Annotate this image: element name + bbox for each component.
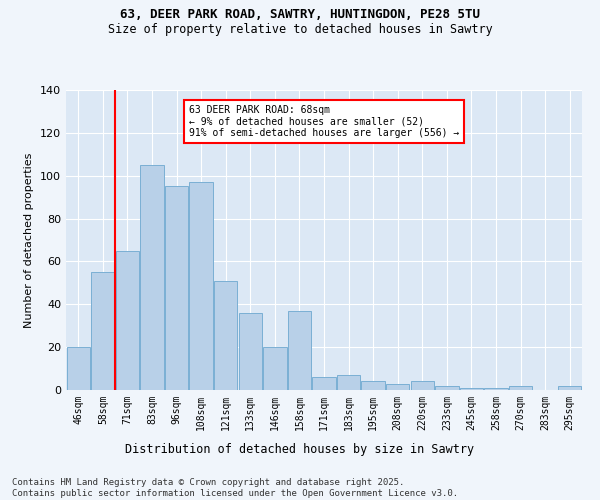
Bar — [361, 382, 385, 390]
Bar — [558, 386, 581, 390]
Bar — [190, 182, 213, 390]
Bar — [313, 377, 335, 390]
Text: Distribution of detached houses by size in Sawtry: Distribution of detached houses by size … — [125, 442, 475, 456]
Bar — [484, 388, 508, 390]
Bar — [67, 347, 90, 390]
Bar — [214, 280, 238, 390]
Bar — [386, 384, 409, 390]
Bar — [337, 375, 360, 390]
Bar — [116, 250, 139, 390]
Bar — [460, 388, 483, 390]
Y-axis label: Number of detached properties: Number of detached properties — [25, 152, 34, 328]
Text: Size of property relative to detached houses in Sawtry: Size of property relative to detached ho… — [107, 22, 493, 36]
Text: Contains HM Land Registry data © Crown copyright and database right 2025.
Contai: Contains HM Land Registry data © Crown c… — [12, 478, 458, 498]
Bar — [263, 347, 287, 390]
Bar — [239, 313, 262, 390]
Bar — [288, 310, 311, 390]
Bar — [509, 386, 532, 390]
Text: 63, DEER PARK ROAD, SAWTRY, HUNTINGDON, PE28 5TU: 63, DEER PARK ROAD, SAWTRY, HUNTINGDON, … — [120, 8, 480, 20]
Bar — [91, 272, 115, 390]
Text: 63 DEER PARK ROAD: 68sqm
← 9% of detached houses are smaller (52)
91% of semi-de: 63 DEER PARK ROAD: 68sqm ← 9% of detache… — [189, 105, 459, 138]
Bar — [140, 165, 164, 390]
Bar — [410, 382, 434, 390]
Bar — [165, 186, 188, 390]
Bar — [435, 386, 458, 390]
